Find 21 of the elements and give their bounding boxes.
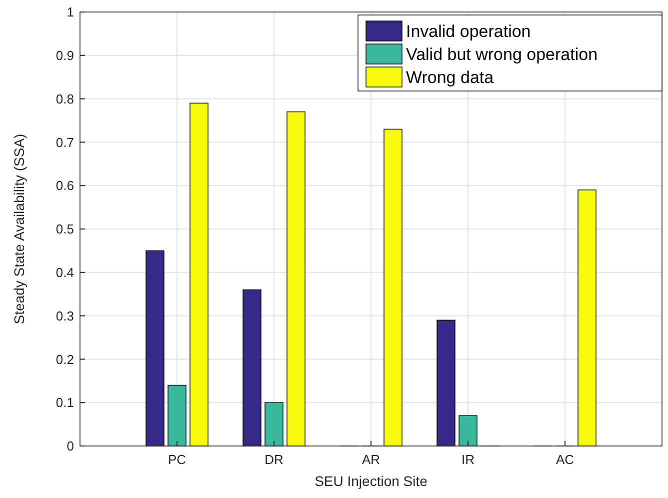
legend-label: Invalid operation xyxy=(406,22,531,41)
y-tick-label: 0.9 xyxy=(56,48,74,63)
y-tick-label: 0.2 xyxy=(56,352,74,367)
x-tick-label: DR xyxy=(264,452,284,467)
y-tick-label: 0.8 xyxy=(56,91,74,106)
x-tick-label: IR xyxy=(462,452,474,467)
legend-label: Valid but wrong operation xyxy=(406,44,598,64)
y-tick-label: 1 xyxy=(66,4,74,20)
y-tick-label: 0.3 xyxy=(56,308,74,324)
y-tick-label: 0.5 xyxy=(56,222,74,237)
legend-label: Wrong data xyxy=(406,68,494,87)
x-tick-label: PC xyxy=(168,452,186,467)
y-tick-label: 0.7 xyxy=(56,134,74,150)
y-tick-label: 0.6 xyxy=(56,178,74,194)
y-tick-label: 0.4 xyxy=(56,264,74,280)
x-tick-label: AR xyxy=(362,452,380,467)
x-tick-label: AC xyxy=(556,452,574,467)
y-axis-title: Steady State Availability (SSA) xyxy=(11,134,27,324)
x-axis-title: SEU Injection Site xyxy=(314,473,428,489)
y-tick-label: 0 xyxy=(66,438,74,454)
y-tick-label: 0.1 xyxy=(56,395,74,410)
